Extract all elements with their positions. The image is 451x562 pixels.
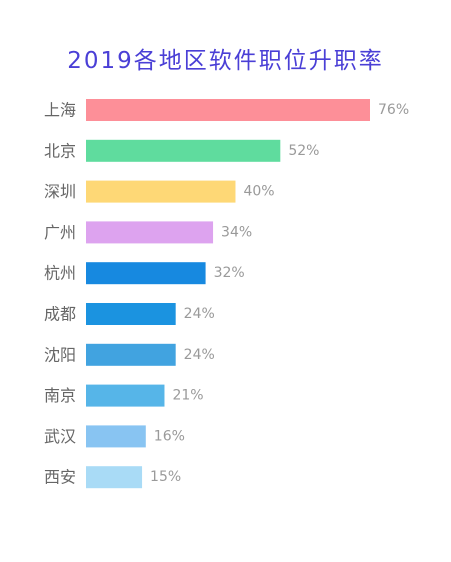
category-label: 上海 xyxy=(44,101,76,120)
category-label: 成都 xyxy=(44,305,76,324)
bar xyxy=(86,466,143,489)
bar xyxy=(86,262,206,285)
chart-title: 2019各地区软件职位升职率 xyxy=(67,48,384,74)
bar xyxy=(86,343,176,366)
bar xyxy=(86,384,165,407)
bar xyxy=(86,139,281,162)
value-label: 40% xyxy=(243,184,274,200)
category-label: 武汉 xyxy=(44,427,76,446)
bar xyxy=(86,221,214,244)
value-label: 21% xyxy=(172,388,203,404)
category-label: 西安 xyxy=(44,468,76,487)
value-label: 16% xyxy=(154,428,185,444)
category-label: 广州 xyxy=(44,223,76,242)
value-label: 24% xyxy=(184,347,215,363)
value-label: 34% xyxy=(221,224,252,240)
value-label: 76% xyxy=(378,102,409,118)
value-label: 24% xyxy=(184,306,215,322)
bars-layer: 上海 76% 北京 52% 深圳 40% 广州 34% 杭州 32% 成都 24% 沈阳 24% 南京 21%… xyxy=(44,99,409,489)
value-label: 32% xyxy=(214,265,245,281)
category-label: 北京 xyxy=(44,141,76,160)
category-label: 南京 xyxy=(44,386,76,405)
bar xyxy=(86,425,146,448)
bar xyxy=(86,99,370,121)
category-label: 沈阳 xyxy=(44,345,76,364)
bar xyxy=(86,180,236,203)
value-label: 15% xyxy=(150,469,181,485)
category-label: 深圳 xyxy=(44,182,76,201)
bar xyxy=(86,303,176,325)
value-label: 52% xyxy=(288,143,319,159)
category-label: 杭州 xyxy=(44,264,76,283)
